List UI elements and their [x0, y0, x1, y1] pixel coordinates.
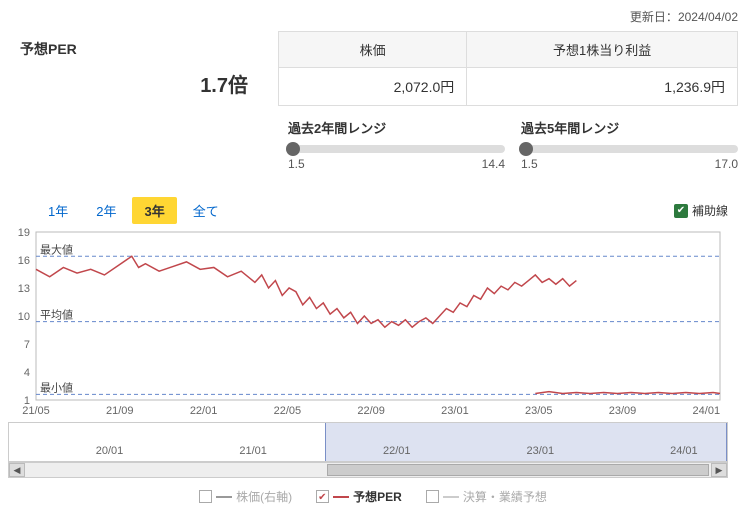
svg-text:21/09: 21/09 — [106, 405, 134, 417]
check-icon: ✔ — [674, 204, 688, 218]
svg-text:21/05: 21/05 — [22, 405, 50, 417]
legend: 株価(右軸) 予想PER 決算・業績予想 — [8, 488, 738, 505]
legend-earnings-label: 決算・業績予想 — [463, 488, 547, 505]
range-2y-min: 1.5 — [288, 157, 305, 171]
range-5y-max: 17.0 — [715, 157, 738, 171]
svg-text:23/01: 23/01 — [441, 405, 469, 417]
range-5y-label: 過去5年間レンジ — [521, 118, 738, 137]
legend-price[interactable]: 株価(右軸) — [199, 488, 292, 505]
svg-text:22/01: 22/01 — [190, 405, 218, 417]
range-5y: 過去5年間レンジ 1.5 17.0 — [521, 118, 738, 171]
legend-per[interactable]: 予想PER — [316, 488, 402, 505]
legend-price-check — [199, 490, 212, 503]
nav-tick: 20/01 — [96, 445, 124, 457]
nav-tick: 22/01 — [383, 445, 411, 457]
legend-price-label: 株価(右軸) — [236, 488, 292, 505]
tab-1y[interactable]: 1年 — [36, 197, 80, 224]
scroll-track[interactable] — [27, 464, 709, 476]
td-eps: 1,236.9円 — [467, 68, 738, 106]
range-2y-max: 14.4 — [482, 157, 505, 171]
per-label: 予想PER — [20, 39, 256, 59]
svg-text:16: 16 — [18, 255, 30, 267]
legend-earnings-swatch — [443, 496, 459, 498]
legend-per-label: 予想PER — [353, 488, 402, 505]
svg-text:13: 13 — [18, 283, 30, 295]
tab-3y[interactable]: 3年 — [132, 197, 176, 224]
range-2y: 過去2年間レンジ 1.5 14.4 — [288, 118, 505, 171]
per-value: 1.7倍 — [20, 69, 256, 98]
th-eps: 予想1株当り利益 — [467, 32, 738, 68]
range-5y-slider[interactable] — [521, 145, 738, 153]
range-2y-slider[interactable] — [288, 145, 505, 153]
range-5y-min: 1.5 — [521, 157, 538, 171]
legend-per-swatch — [333, 496, 349, 498]
range-5y-knob[interactable] — [519, 142, 533, 156]
tab-2y[interactable]: 2年 — [84, 197, 128, 224]
aux-line-label: 補助線 — [692, 202, 728, 219]
td-price: 2,072.0円 — [279, 68, 467, 106]
nav-tick: 24/01 — [670, 445, 698, 457]
svg-text:19: 19 — [18, 228, 30, 239]
svg-text:24/01: 24/01 — [693, 405, 721, 417]
svg-text:23/09: 23/09 — [609, 405, 637, 417]
svg-text:10: 10 — [18, 311, 30, 323]
horizontal-scrollbar[interactable]: ◀ ▶ — [8, 462, 728, 478]
legend-price-swatch — [216, 496, 232, 498]
update-label: 更新日： — [630, 10, 678, 24]
svg-text:最大値: 最大値 — [40, 242, 73, 256]
period-tabs: 1年 2年 3年 全て ✔ 補助線 — [36, 197, 738, 224]
main-chart: 1471013161921/0521/0922/0122/0522/0923/0… — [8, 228, 728, 418]
svg-text:4: 4 — [24, 367, 30, 379]
nav-tick: 21/01 — [239, 445, 267, 457]
svg-text:最小値: 最小値 — [40, 381, 73, 394]
price-table: 株価 予想1株当り利益 2,072.0円 1,236.9円 — [278, 31, 738, 106]
range-2y-label: 過去2年間レンジ — [288, 118, 505, 137]
update-date: 2024/04/02 — [678, 10, 738, 24]
svg-text:7: 7 — [24, 339, 30, 351]
legend-per-check — [316, 490, 329, 503]
svg-text:22/09: 22/09 — [357, 405, 385, 417]
scroll-left-icon[interactable]: ◀ — [9, 463, 25, 477]
tab-all[interactable]: 全て — [181, 197, 231, 224]
legend-earnings-check — [426, 490, 439, 503]
svg-text:平均値: 平均値 — [40, 309, 73, 322]
nav-tick: 23/01 — [527, 445, 555, 457]
navigator[interactable]: 20/01 21/01 22/01 23/01 24/01 — [8, 422, 728, 462]
per-summary: 予想PER 1.7倍 — [8, 31, 268, 106]
range-2y-knob[interactable] — [286, 142, 300, 156]
th-price: 株価 — [279, 32, 467, 68]
chart-svg: 1471013161921/0521/0922/0122/0522/0923/0… — [8, 228, 728, 418]
scroll-right-icon[interactable]: ▶ — [711, 463, 727, 477]
svg-text:23/05: 23/05 — [525, 405, 553, 417]
svg-text:22/05: 22/05 — [274, 405, 302, 417]
scroll-thumb[interactable] — [327, 464, 709, 476]
legend-earnings[interactable]: 決算・業績予想 — [426, 488, 547, 505]
aux-line-toggle[interactable]: ✔ 補助線 — [674, 202, 728, 219]
